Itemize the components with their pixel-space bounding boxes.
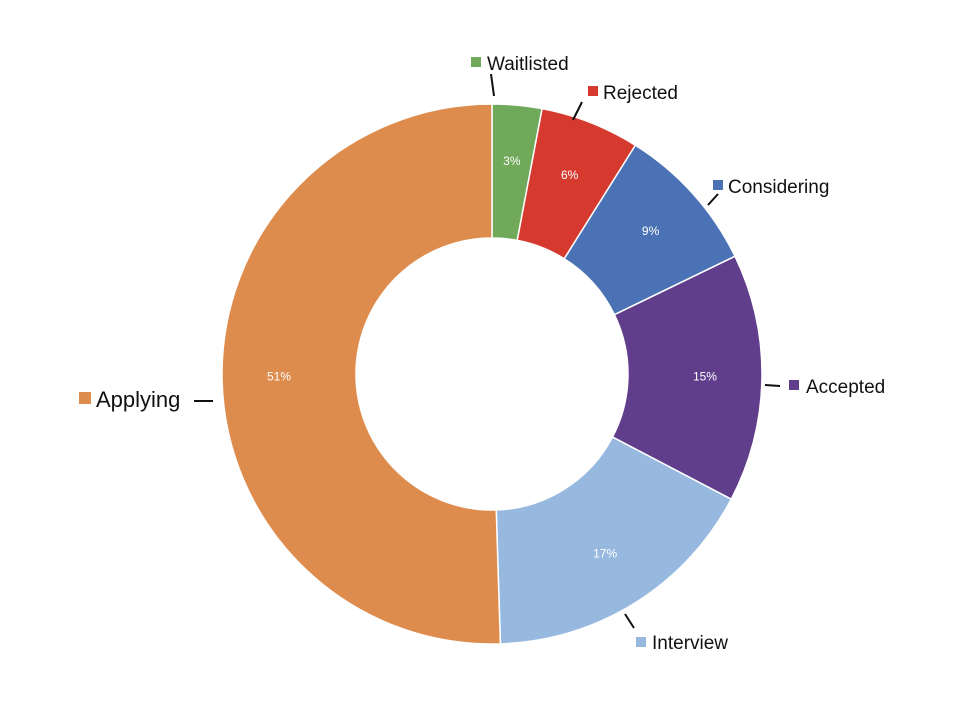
callout-interview: Interview xyxy=(624,613,728,654)
leader-line-rejected xyxy=(572,101,583,121)
percent-label-interview: 17% xyxy=(593,547,617,561)
legend-label-accepted: Accepted xyxy=(806,377,885,398)
percent-label-rejected: 6% xyxy=(561,168,579,182)
percent-label-applying: 51% xyxy=(267,369,291,383)
slice-applying xyxy=(221,103,502,645)
callout-applying: Applying xyxy=(79,387,213,412)
leader-line-interview xyxy=(624,613,635,629)
legend-swatch-waitlisted xyxy=(471,57,481,67)
callouts-layer: Waitlisted Rejected Considering Accepted Int… xyxy=(79,54,885,654)
legend-label-interview: Interview xyxy=(652,633,728,654)
slice-accepted xyxy=(611,255,763,501)
legend-swatch-applying xyxy=(79,392,91,404)
callout-considering: Considering xyxy=(707,177,829,206)
legend-label-applying: Applying xyxy=(96,387,180,412)
legend-swatch-considering xyxy=(713,180,723,190)
percent-label-accepted: 15% xyxy=(693,369,717,383)
callout-waitlisted: Waitlisted xyxy=(471,54,569,97)
callout-accepted: Accepted xyxy=(764,377,885,398)
leader-line-considering xyxy=(707,193,719,206)
legend-label-rejected: Rejected xyxy=(603,83,678,104)
legend-swatch-accepted xyxy=(789,380,799,390)
legend-swatch-interview xyxy=(636,637,646,647)
percent-labels-layer: 3% 6% 9% 15% 17% 51% xyxy=(267,154,717,561)
leader-line-accepted xyxy=(764,384,781,387)
slice-interview xyxy=(495,436,733,645)
percent-label-considering: 9% xyxy=(642,224,660,238)
leader-line-waitlisted xyxy=(490,73,495,97)
slices-layer xyxy=(221,103,763,645)
percent-label-waitlisted: 3% xyxy=(503,154,521,168)
legend-swatch-rejected xyxy=(588,86,598,96)
legend-label-considering: Considering xyxy=(728,177,829,198)
legend-label-waitlisted: Waitlisted xyxy=(487,54,569,75)
callout-rejected: Rejected xyxy=(572,83,678,121)
